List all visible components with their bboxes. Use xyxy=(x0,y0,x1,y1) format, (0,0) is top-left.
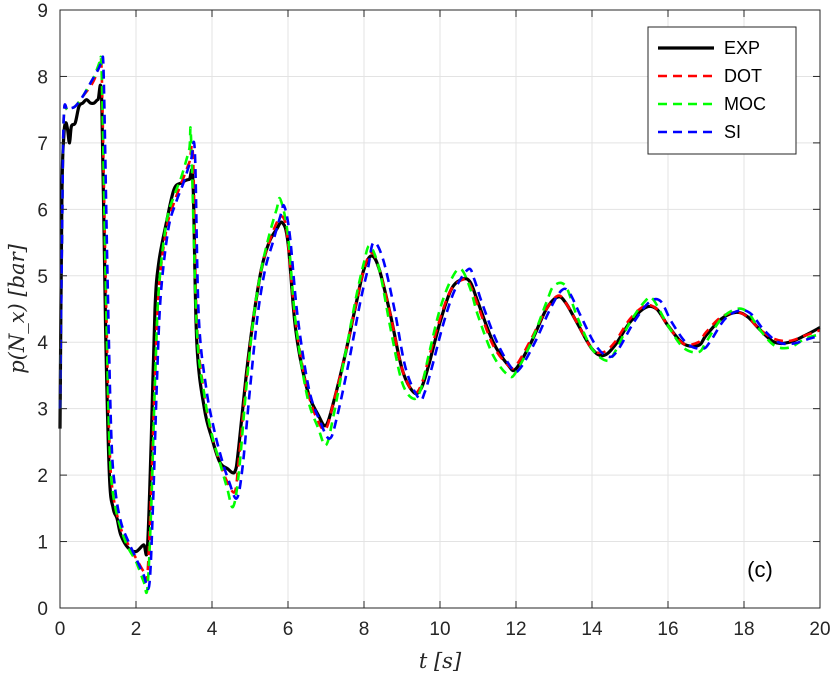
x-tick-label: 10 xyxy=(429,619,450,640)
y-tick-label: 4 xyxy=(37,333,48,354)
legend-label-moc: MOC xyxy=(724,94,766,114)
y-axis-label: p(N_x) [bar] xyxy=(5,243,29,373)
x-tick-label: 6 xyxy=(283,619,294,640)
legend: EXP DOT MOC SI xyxy=(647,26,797,155)
x-tick-label: 12 xyxy=(505,619,526,640)
y-tick-label: 3 xyxy=(37,400,48,421)
y-tick-label: 0 xyxy=(37,599,48,620)
x-tick-label: 0 xyxy=(55,619,66,640)
y-tick-label: 8 xyxy=(37,67,48,88)
legend-label-si: SI xyxy=(724,122,741,142)
x-axis-label: t [s] xyxy=(419,649,462,673)
x-tick-label: 2 xyxy=(131,619,142,640)
y-tick-label: 5 xyxy=(37,267,48,288)
y-tick-label: 2 xyxy=(37,466,48,487)
y-tick-label: 7 xyxy=(37,134,48,155)
panel-annotation: (c) xyxy=(747,557,773,582)
legend-box xyxy=(647,26,797,155)
x-tick-label: 8 xyxy=(359,619,370,640)
y-tick-label: 1 xyxy=(37,533,48,554)
y-tick-label: 9 xyxy=(37,1,48,22)
legend-label-dot: DOT xyxy=(724,66,762,86)
x-tick-label: 4 xyxy=(207,619,218,640)
x-tick-label: 18 xyxy=(733,619,754,640)
y-tick-label: 6 xyxy=(37,200,48,221)
x-tick-label: 16 xyxy=(657,619,678,640)
legend-label-exp: EXP xyxy=(724,38,760,58)
series-line-dot xyxy=(58,56,821,582)
series-layer xyxy=(58,55,821,595)
x-tick-label: 20 xyxy=(809,619,830,640)
x-tick-label: 14 xyxy=(581,619,603,640)
